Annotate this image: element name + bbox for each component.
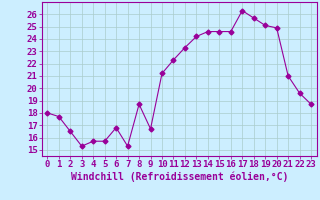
X-axis label: Windchill (Refroidissement éolien,°C): Windchill (Refroidissement éolien,°C) xyxy=(70,172,288,182)
